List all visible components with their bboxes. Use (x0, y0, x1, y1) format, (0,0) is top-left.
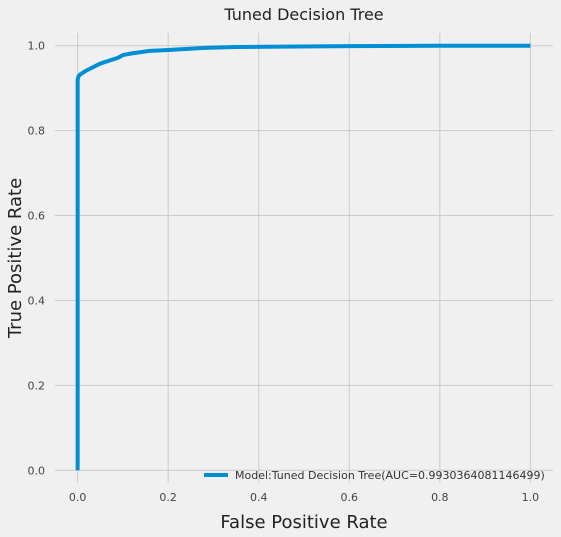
y-tick-label: 0.2 (28, 379, 46, 392)
y-tick-label: 1.0 (28, 40, 46, 53)
grid (55, 33, 553, 483)
x-tick-labels: 0.0 0.2 0.4 0.6 0.8 1.0 (69, 491, 539, 504)
legend-label: Model:Tuned Decision Tree(AUC=0.99303640… (235, 469, 545, 482)
x-tick-label: 0.0 (69, 491, 87, 504)
y-tick-label: 0.4 (28, 294, 46, 307)
chart-title: Tuned Decision Tree (223, 5, 383, 24)
x-tick-label: 0.2 (159, 491, 177, 504)
y-axis-title: True Positive Rate (5, 178, 26, 339)
series-lines (75, 43, 531, 471)
roc-curve-line (75, 43, 531, 471)
y-tick-label: 0.8 (28, 125, 46, 138)
x-tick-label: 1.0 (522, 491, 540, 504)
x-tick-label: 0.8 (431, 491, 449, 504)
x-tick-label: 0.4 (250, 491, 268, 504)
y-tick-label: 0.0 (28, 464, 46, 477)
y-tick-label: 0.6 (28, 210, 46, 223)
y-tick-labels: 0.0 0.2 0.4 0.6 0.8 1.0 (28, 40, 46, 478)
legend: Model:Tuned Decision Tree(AUC=0.99303640… (204, 469, 545, 482)
x-tick-label: 0.6 (341, 491, 359, 504)
x-axis-title: False Positive Rate (220, 512, 387, 533)
